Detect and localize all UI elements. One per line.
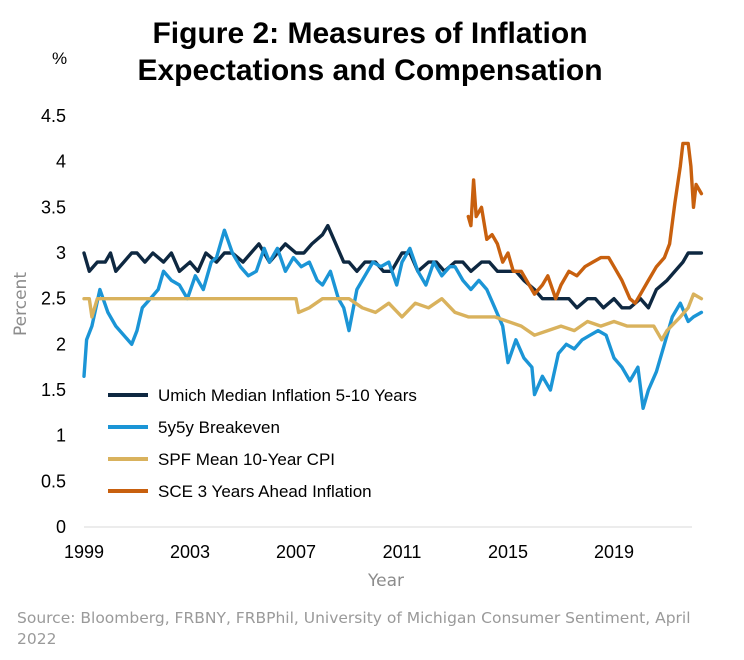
y-tick-label: 1 <box>56 426 66 446</box>
series-line-umich-median-inflation-5-10-years <box>82 223 704 310</box>
y-tick-label: 0 <box>56 517 66 537</box>
x-tick-label: 1999 <box>64 542 104 562</box>
x-axis-ticks: 1999 2003 2007 2011 2015 2019 <box>64 542 634 562</box>
series-line-sce-3-years-ahead-inflation <box>466 141 704 305</box>
legend-label-sce-3-years-ahead-inflation: SCE 3 Years Ahead Inflation <box>158 482 372 501</box>
legend-label-umich-median-inflation-5-10-years: Umich Median Inflation 5-10 Years <box>158 386 417 405</box>
x-tick-label: 2015 <box>488 542 528 562</box>
y-tick-label: 3 <box>56 243 66 263</box>
y-tick-label: 0.5 <box>41 471 66 491</box>
y-tick-label: 2.5 <box>41 289 66 309</box>
series-line-spf-mean-10-year-cpi <box>82 292 704 342</box>
x-tick-label: 2019 <box>594 542 634 562</box>
chart-title-line-1: Figure 2: Measures of Inflation <box>152 17 587 50</box>
x-tick-label: 2007 <box>276 542 316 562</box>
y-tick-label: 3.5 <box>41 197 66 217</box>
y-tick-label: 2 <box>56 334 66 354</box>
series-line-5y5y-breakeven <box>82 228 704 410</box>
y-tick-label: 1.5 <box>41 380 66 400</box>
x-tick-label: 2003 <box>170 542 210 562</box>
y-axis-ticks: 0 0.5 1 1.5 2 2.5 3 3.5 4 4.5 <box>41 106 66 537</box>
legend: Umich Median Inflation 5-10 Years 5y5y Br… <box>108 386 417 501</box>
x-axis-title: Year <box>367 571 404 591</box>
x-tick-label: 2011 <box>383 542 422 562</box>
y-axis-title: Percent <box>11 272 31 336</box>
legend-label-spf-mean-10-year-cpi: SPF Mean 10-Year CPI <box>158 450 335 469</box>
y-tick-label: 4.5 <box>41 106 66 126</box>
y-tick-label: 4 <box>56 152 66 172</box>
series-lines <box>82 141 704 410</box>
source-note: Source: Bloomberg, FRBNY, FRBPhil, Unive… <box>17 609 691 648</box>
unit-label: % <box>52 49 67 68</box>
legend-label-5y5y-breakeven: 5y5y Breakeven <box>158 418 280 437</box>
chart-title-line-2: Expectations and Compensation <box>137 54 602 87</box>
